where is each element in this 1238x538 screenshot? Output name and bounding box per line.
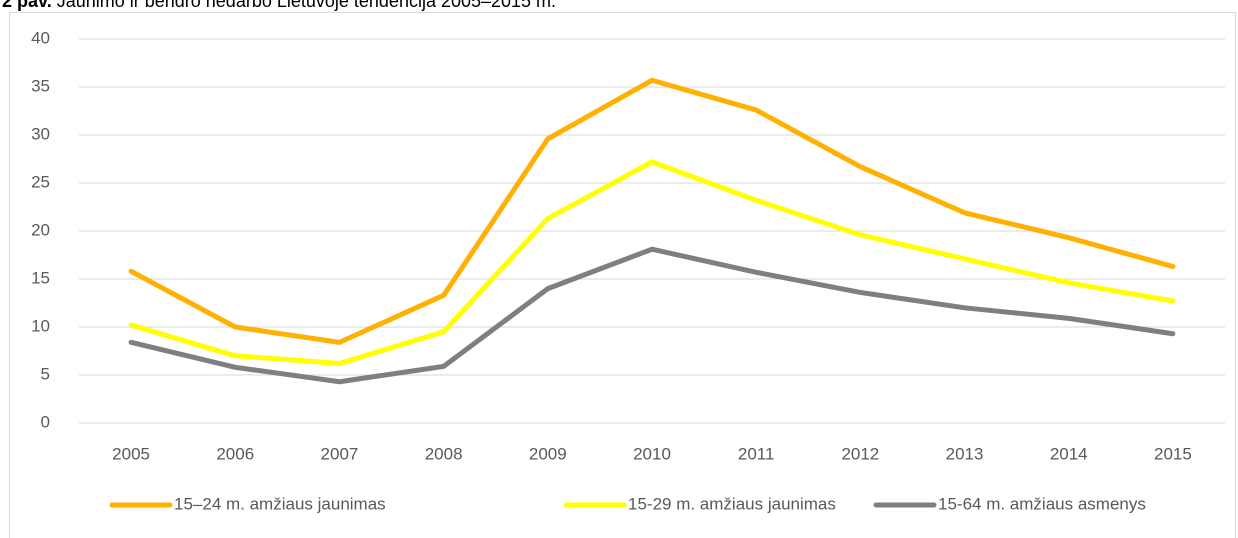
y-tick-label: 15 xyxy=(31,268,50,287)
x-tick-label: 2009 xyxy=(529,444,567,463)
x-tick-label: 2008 xyxy=(425,444,463,463)
x-tick-label: 2011 xyxy=(738,444,775,463)
legend-label: 15–24 m. amžiaus jaunimas xyxy=(174,494,386,513)
y-tick-label: 5 xyxy=(41,364,50,383)
chart-title: Jaunimo ir bendro nedarbo Lietuvoje tend… xyxy=(57,0,556,11)
line-series xyxy=(128,159,1176,366)
x-tick-label: 2006 xyxy=(216,444,254,463)
x-tick-label: 2013 xyxy=(946,444,984,463)
figure-label: 2 pav. xyxy=(2,0,52,11)
x-tick-label: 2014 xyxy=(1050,444,1088,463)
y-tick-label: 25 xyxy=(31,172,50,191)
y-tick-label: 20 xyxy=(31,220,50,239)
legend-label: 15-64 m. amžiaus asmenys xyxy=(938,494,1146,513)
y-tick-label: 0 xyxy=(41,412,50,431)
x-tick-label: 2010 xyxy=(633,444,671,463)
line-series xyxy=(128,77,1176,345)
x-tick-label: 2007 xyxy=(321,444,359,463)
legend-label: 15-29 m. amžiaus jaunimas xyxy=(628,494,836,513)
chart-title-line: 2 pav. Jaunimo ir bendro nedarbo Lietuvoj… xyxy=(2,0,556,11)
y-tick-label: 10 xyxy=(31,316,50,335)
y-tick-label: 35 xyxy=(31,76,50,95)
y-tick-label: 30 xyxy=(31,124,50,143)
y-tick-label: 40 xyxy=(31,28,50,47)
x-tick-label: 2015 xyxy=(1154,444,1192,463)
x-tick-label: 2012 xyxy=(841,444,879,463)
line-series xyxy=(128,246,1176,385)
x-tick-label: 2005 xyxy=(112,444,150,463)
